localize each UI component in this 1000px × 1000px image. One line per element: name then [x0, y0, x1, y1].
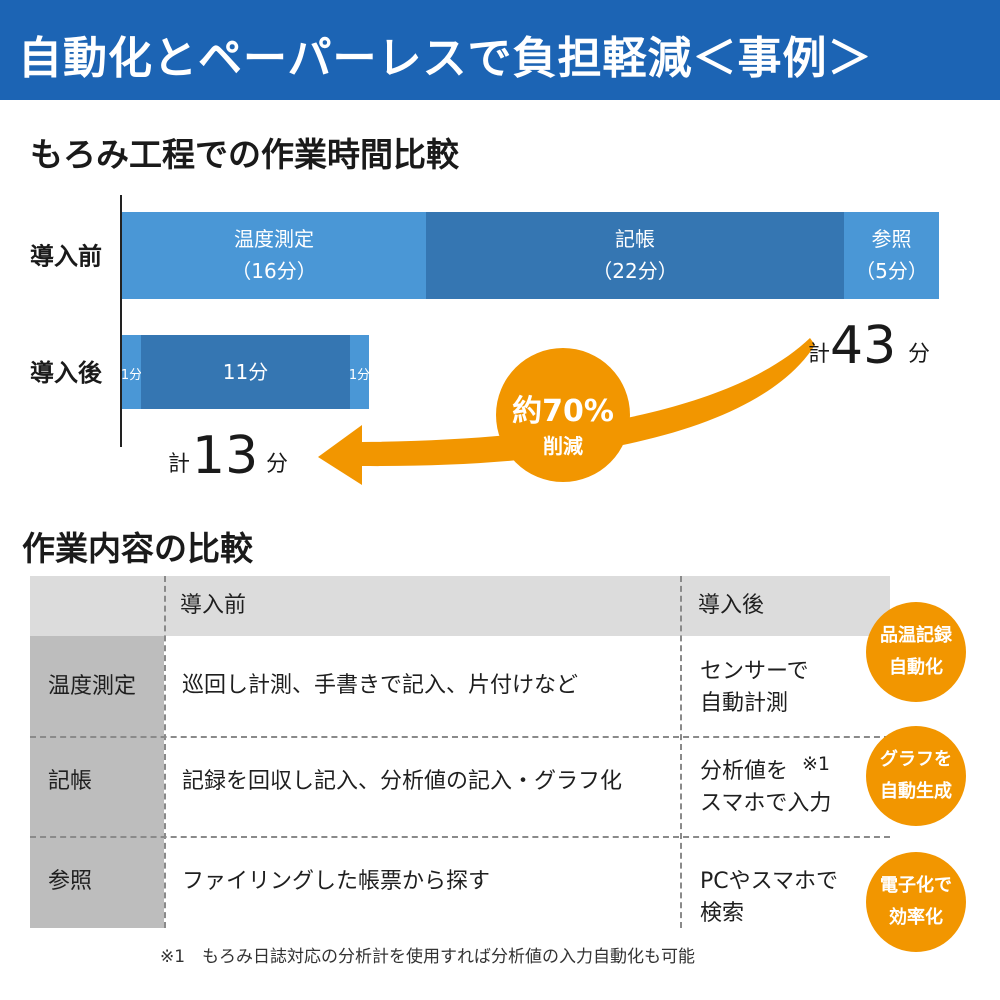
row-after-temperature: センサーで 自動計測 [700, 659, 809, 716]
row-after-reference: PCやスマホで 検索 [700, 869, 838, 926]
column-divider [164, 576, 166, 928]
row-label-temperature: 温度測定 [48, 674, 137, 699]
bar-segment [350, 335, 369, 409]
total-prefix: 計 [808, 342, 830, 367]
chart-section-title: もろみ工程での作業時間比較 [30, 135, 459, 174]
header-before: 導入前 [180, 593, 247, 618]
reduction-arrow-head [318, 425, 362, 485]
total-unit: 分 [908, 342, 930, 367]
table-header-background [30, 576, 890, 636]
column-divider [680, 576, 682, 928]
reduction-label: 削減 [543, 434, 583, 458]
row-before-reference: ファイリングした帳票から探す [182, 869, 491, 894]
footnote-marker: ※1 [802, 753, 831, 775]
badge-records: グラフを 自動生成 [866, 726, 966, 826]
segment-label: 参照 [872, 227, 912, 251]
total-prefix: 計 [168, 452, 190, 477]
segment-value: （16分） [231, 259, 316, 283]
bar-segment [141, 335, 350, 409]
comparison-table: 導入前 導入後 温度測定 巡回し計測、手書きで記入、片付けなど センサーで 自動… [30, 576, 890, 928]
table-section-title: 作業内容の比較 [22, 529, 253, 568]
bar-segment [122, 212, 426, 299]
reduction-badge [496, 348, 630, 482]
row-header-background [30, 636, 164, 928]
total-value: 43 [830, 316, 896, 376]
row-label-reference: 参照 [48, 869, 93, 894]
reduction-percent: 約70% [512, 394, 614, 429]
category-label: 導入後 [30, 359, 103, 387]
row-before-records: 記録を回収し記入、分析値の記入・グラフ化 [182, 769, 623, 794]
segment-label: 記帳 [615, 227, 655, 251]
badge-temperature: 品温記録 自動化 [866, 602, 966, 702]
row-label-records: 記帳 [48, 769, 93, 794]
total-value: 13 [192, 426, 258, 486]
header-after: 導入後 [698, 593, 765, 618]
bar-segment [122, 335, 141, 409]
segment-value: （5分） [855, 259, 928, 283]
segment-label: 温度測定 [234, 227, 314, 251]
segment-label: 1分 [121, 368, 142, 383]
footnote: ※1 もろみ日誌対応の分析計を使用すれば分析値の入力自動化も可能 [160, 947, 696, 967]
bar-segment [426, 212, 844, 299]
row-divider [30, 736, 890, 738]
category-label: 導入前 [30, 243, 102, 271]
row-before-temperature: 巡回し計測、手書きで記入、片付けなど [182, 673, 579, 698]
page-title: 自動化とペーパーレスで負担軽減＜事例＞ [18, 33, 873, 84]
segment-label: 11分 [223, 360, 268, 384]
badge-reference: 電子化で 効率化 [866, 852, 966, 952]
segment-label: 1分 [349, 368, 370, 383]
row-after-records: 分析値を スマホで入力 [700, 759, 832, 816]
segment-value: （22分） [592, 259, 677, 283]
row-divider [30, 836, 890, 838]
bar-segment [844, 212, 939, 299]
page-header: 自動化とペーパーレスで負担軽減＜事例＞ [0, 0, 1000, 100]
total-unit: 分 [266, 452, 288, 477]
